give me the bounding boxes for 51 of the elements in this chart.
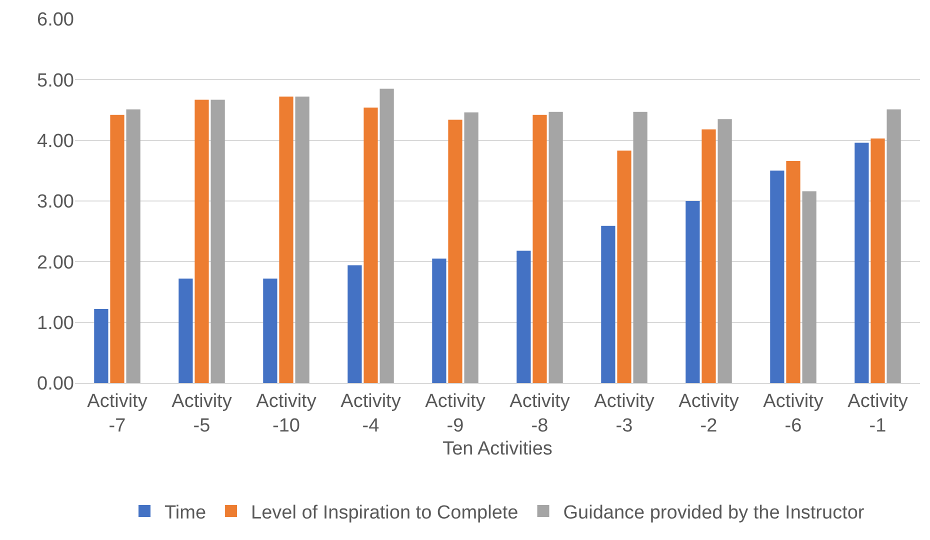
y-tick-label: 4.00 <box>37 130 74 152</box>
bar <box>263 278 278 383</box>
bar <box>770 170 784 383</box>
y-tick-label: 2.00 <box>37 252 74 274</box>
bar <box>464 112 478 383</box>
bar <box>548 112 563 383</box>
x-tick-label: Activity -3 <box>594 390 655 436</box>
bar <box>279 96 294 383</box>
bar <box>348 265 362 383</box>
bar <box>786 160 800 383</box>
legend-label: Guidance provided by the Instructor <box>563 502 865 524</box>
bar <box>432 258 446 383</box>
bar <box>94 308 108 383</box>
bar <box>702 129 716 383</box>
x-tick-label: Activity -5 <box>172 390 232 436</box>
bar <box>516 250 531 383</box>
bar <box>532 114 547 383</box>
y-tick-label: 3.00 <box>37 192 74 213</box>
bar <box>718 119 732 383</box>
x-tick-label: Activity -4 <box>340 390 402 436</box>
bar <box>178 278 193 383</box>
legend-label: Level of Inspiration to Complete <box>251 502 518 524</box>
x-tick-label: Activity -7 <box>87 390 148 436</box>
x-tick-label: Activity -1 <box>848 390 908 436</box>
x-tick-label: Activity -6 <box>763 390 824 436</box>
y-tick-label: 1.00 <box>37 312 74 334</box>
bar <box>194 100 209 383</box>
bar <box>617 150 632 383</box>
bar <box>601 226 616 383</box>
legend-label: Time <box>164 502 206 524</box>
bar <box>110 114 124 383</box>
x-tick-label: Activity -2 <box>678 390 740 436</box>
bar <box>886 109 901 383</box>
bar <box>126 109 140 383</box>
x-tick-label: Activity -8 <box>510 390 570 436</box>
bar <box>295 96 310 383</box>
bar <box>802 191 816 383</box>
bar <box>364 108 378 383</box>
bar <box>633 112 648 383</box>
x-tick-label: Activity -10 <box>256 390 317 436</box>
bar <box>448 120 462 383</box>
bar <box>380 88 394 383</box>
y-tick-label: 0.00 <box>37 374 74 395</box>
bar <box>854 142 869 383</box>
y-tick-label: 5.00 <box>37 70 74 92</box>
bar <box>210 100 225 383</box>
bar <box>870 138 885 383</box>
y-tick-label: 6.00 <box>37 10 74 31</box>
x-tick-label: Activity -9 <box>425 390 486 436</box>
bar <box>686 201 700 383</box>
x-axis-title: Ten Activities <box>442 438 552 460</box>
